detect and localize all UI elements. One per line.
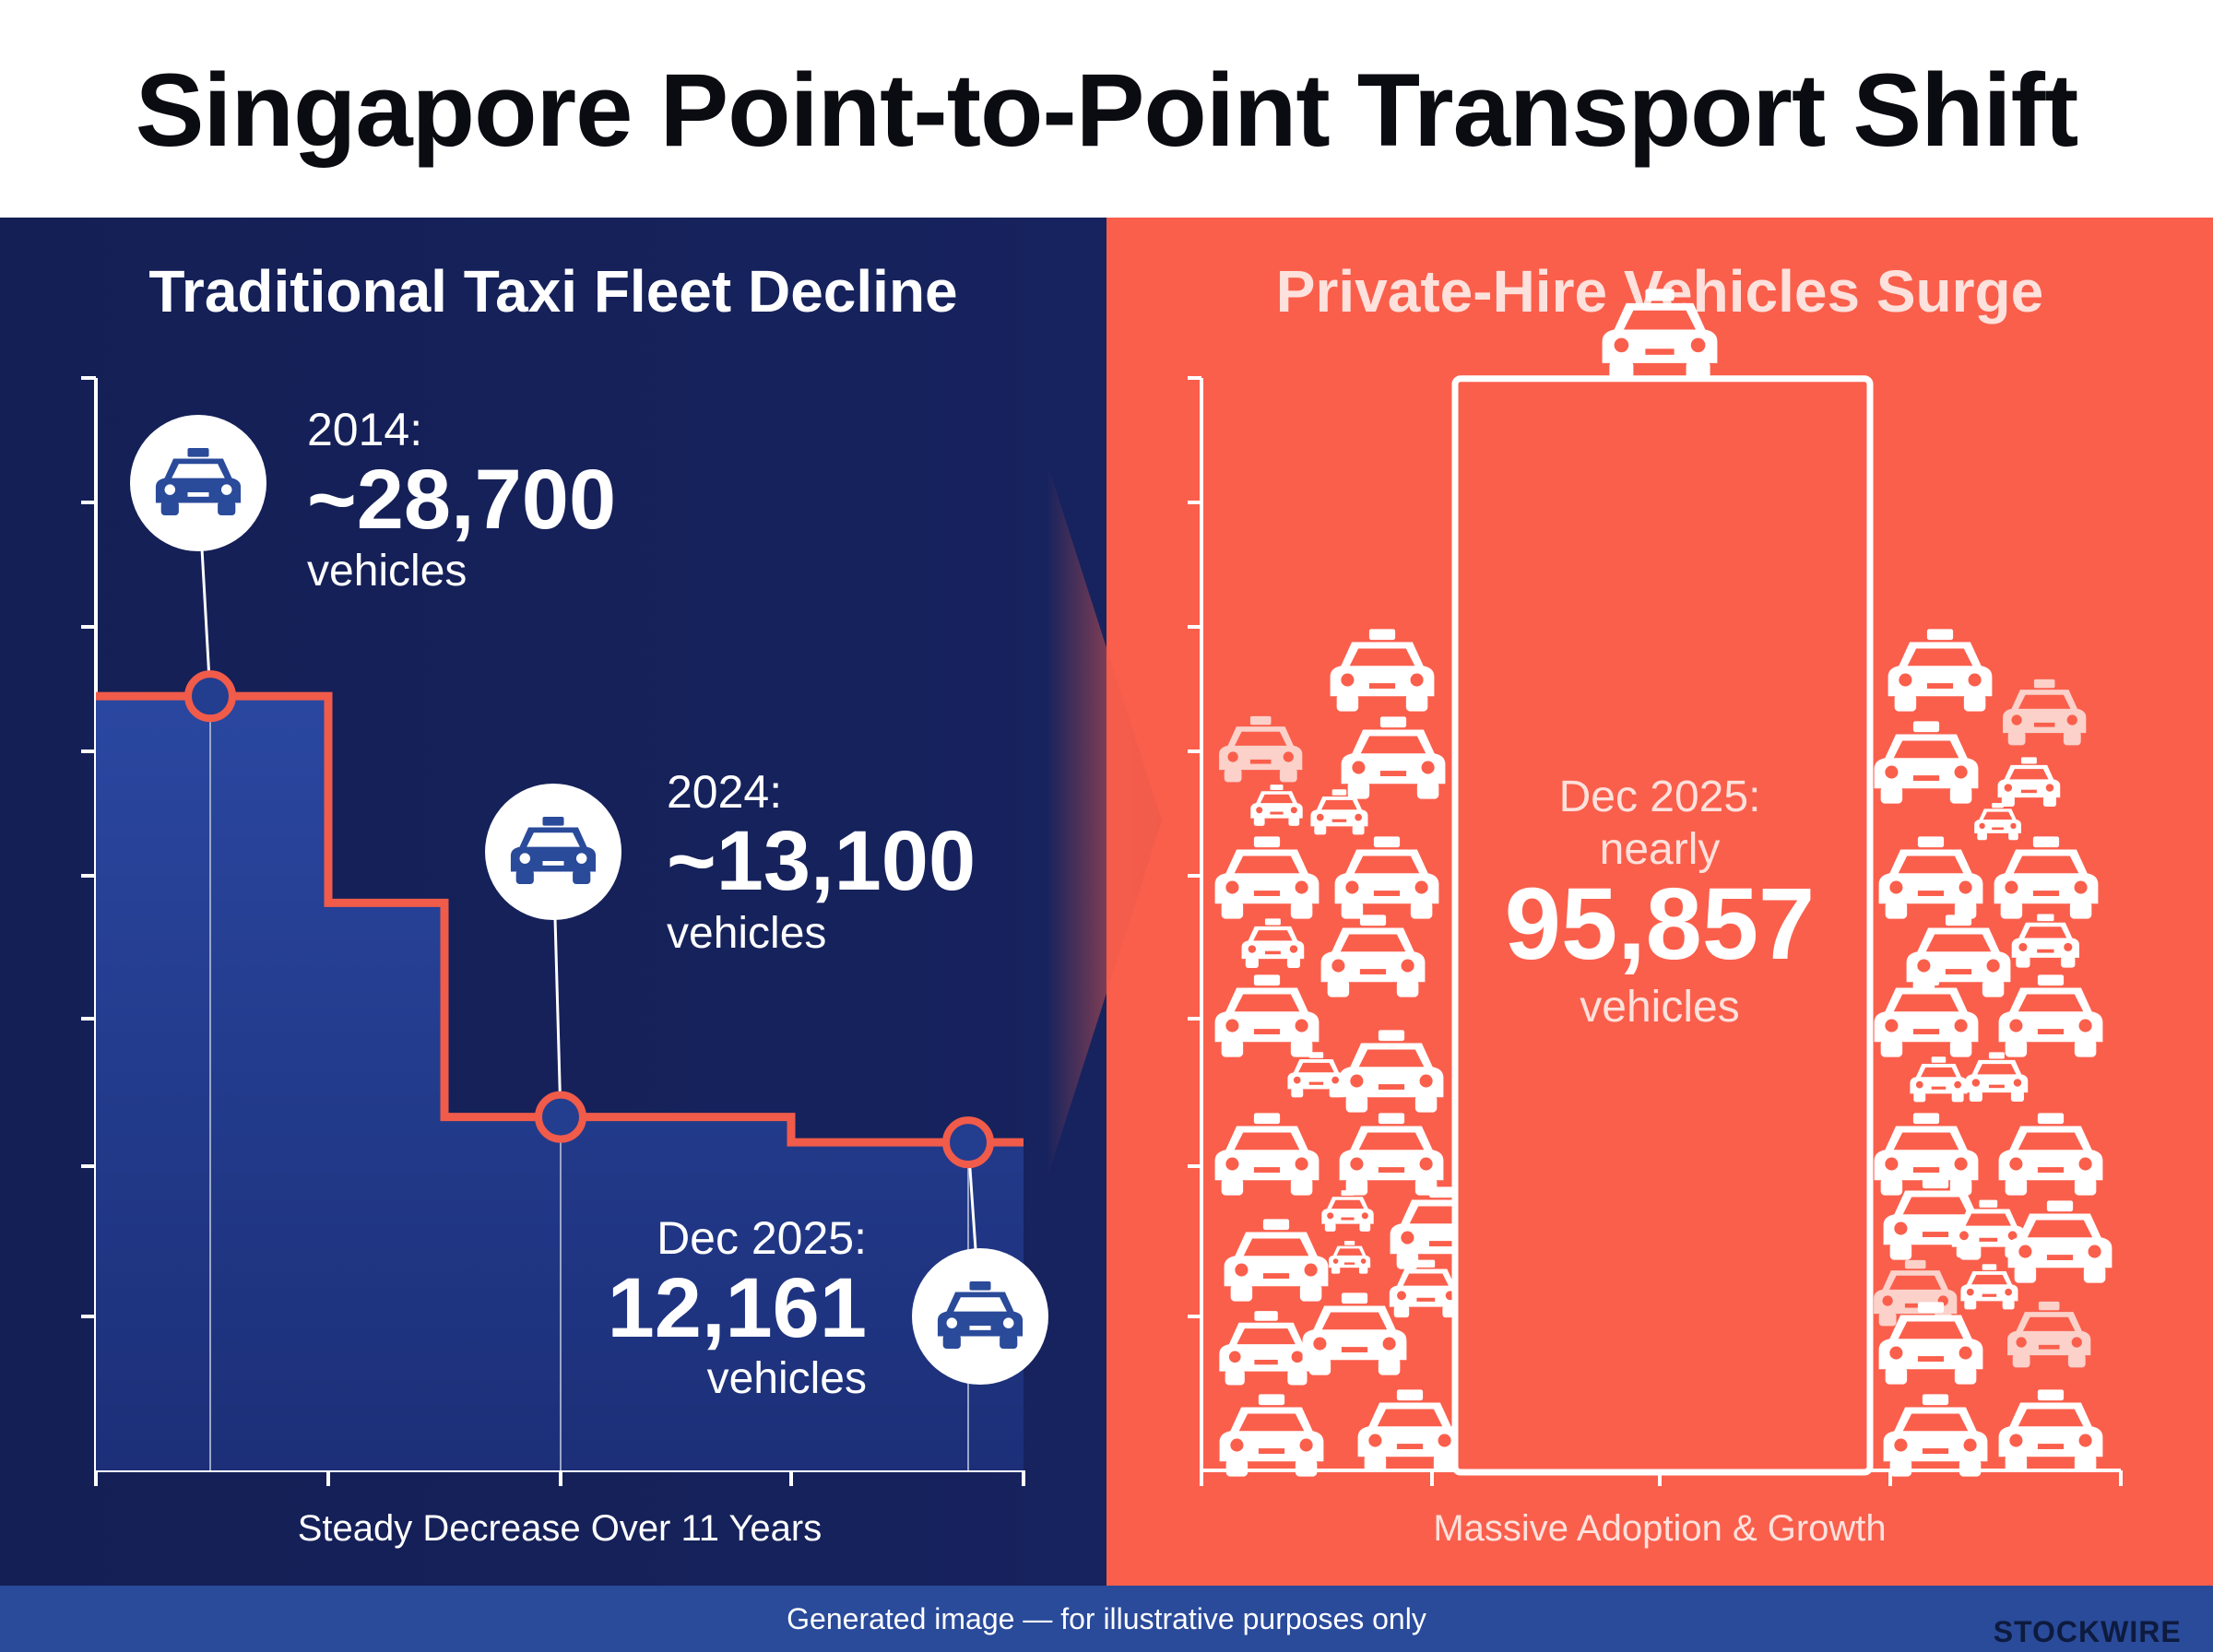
page-title: Singapore Point-to-Point Transport Shift xyxy=(135,53,2079,168)
data-point-date-label: Dec 2025: xyxy=(657,1212,867,1264)
left-chart-title: Traditional Taxi Fleet Decline xyxy=(148,258,957,324)
data-point-marker xyxy=(535,1091,586,1143)
left-axis-label: Steady Decrease Over 11 Years xyxy=(298,1508,822,1549)
data-point-date-label: 2024: xyxy=(667,766,782,818)
bar-value-label: 95,857 xyxy=(1505,867,1815,981)
data-point-marker xyxy=(184,670,236,723)
footer-note: Generated image — for illustrative purpo… xyxy=(787,1602,1426,1635)
data-point-unit-label: vehicles xyxy=(707,1354,867,1403)
brand-mark: X xyxy=(2181,1615,2202,1648)
brand-logo: STOCKWIREX xyxy=(1994,1615,2202,1649)
title-bar xyxy=(0,0,2213,218)
bar-unit-label: vehicles xyxy=(1580,983,1739,1032)
data-point-value-label: ~13,100 xyxy=(667,814,976,908)
right-axis-label: Massive Adoption & Growth xyxy=(1433,1508,1886,1549)
brand-name: STOCKWIRE xyxy=(1993,1615,2182,1648)
data-point-value-label: ~28,700 xyxy=(307,453,616,547)
data-point-unit-label: vehicles xyxy=(667,909,826,958)
data-point-unit-label: vehicles xyxy=(307,547,467,596)
bar-qualifier-label: nearly xyxy=(1600,825,1721,874)
private-hire-bar xyxy=(1451,375,1874,1476)
transition-arrow xyxy=(1047,461,1162,1180)
data-point-value-label: 12,161 xyxy=(608,1261,867,1355)
footer-bar xyxy=(0,1586,2213,1652)
data-point-date-label: 2014: xyxy=(307,404,422,455)
step-line xyxy=(96,691,1024,1147)
infographic-chart: Traditional Taxi Fleet Decline Private-H… xyxy=(0,218,2213,1586)
bar-date-label: Dec 2025: xyxy=(1559,773,1761,821)
data-point-marker xyxy=(942,1116,994,1169)
